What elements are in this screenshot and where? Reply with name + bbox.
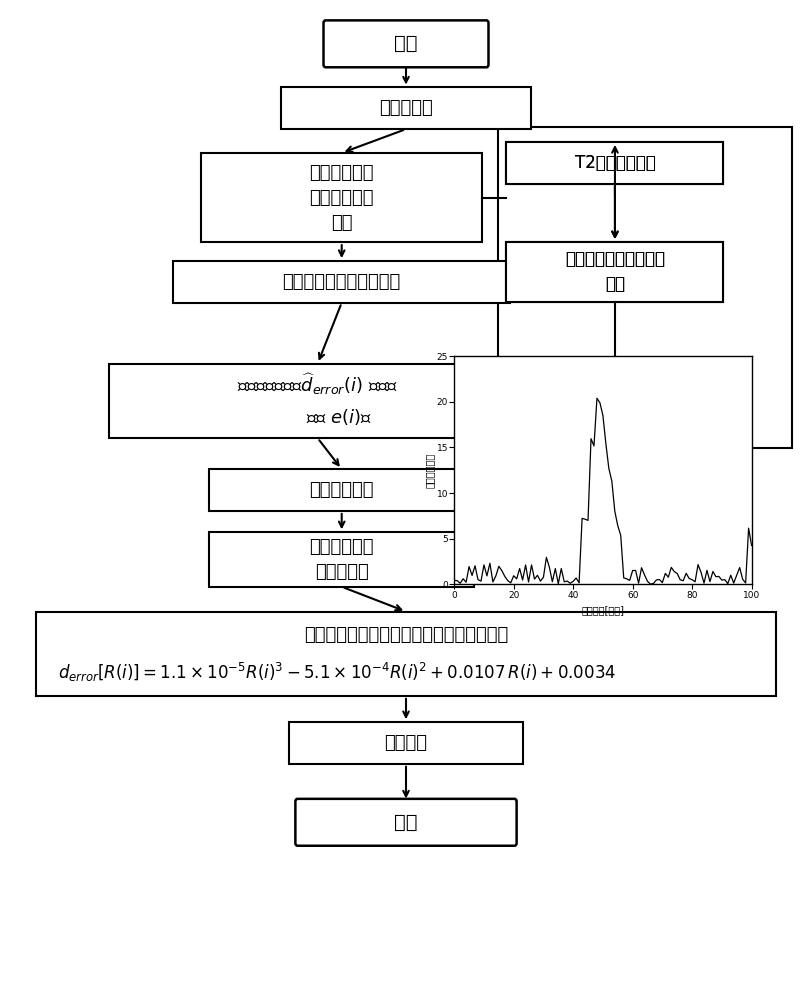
Bar bbox=[281, 87, 530, 129]
Bar bbox=[506, 242, 723, 302]
Bar bbox=[506, 142, 723, 184]
Text: 获得原始数据并计算距
离值: 获得原始数据并计算距 离值 bbox=[564, 250, 664, 293]
Text: 开始: 开始 bbox=[394, 34, 417, 53]
Text: 获得原始数据并计算距
离值: 获得原始数据并计算距 离值 bbox=[564, 250, 664, 293]
Bar bbox=[201, 153, 482, 242]
FancyBboxPatch shape bbox=[295, 799, 516, 846]
Text: 比特流生成: 比特流生成 bbox=[379, 99, 432, 117]
Bar bbox=[173, 261, 510, 303]
Text: 引入残差调整
后的权重值: 引入残差调整 后的权重值 bbox=[309, 538, 374, 581]
Text: T2模式实验测量: T2模式实验测量 bbox=[574, 154, 654, 172]
Bar bbox=[109, 364, 526, 438]
Text: 计算杠杆数值: 计算杠杆数值 bbox=[309, 481, 374, 499]
Text: 参考码型矫正
的光子计数值
确定: 参考码型矫正 的光子计数值 确定 bbox=[309, 164, 374, 232]
Text: 矫正的光子计数比例确定: 矫正的光子计数比例确定 bbox=[282, 273, 401, 291]
Bar bbox=[289, 722, 522, 764]
Text: 引入权重后的最小二乘法估计误差补偿方程: 引入权重后的最小二乘法估计误差补偿方程 bbox=[303, 626, 508, 644]
Text: $d_{error}[R(i)]=1.1\times10^{-5}R(i)^3-5.1\times10^{-4}R(i)^2+0.0107\,R(i)+0.00: $d_{error}[R(i)]=1.1\times10^{-5}R(i)^3-… bbox=[58, 661, 616, 684]
Text: 结束: 结束 bbox=[394, 813, 417, 832]
Bar bbox=[209, 469, 474, 511]
Bar bbox=[209, 532, 474, 587]
Text: 残差 $e(i)$。: 残差 $e(i)$。 bbox=[305, 407, 371, 427]
FancyBboxPatch shape bbox=[323, 20, 488, 67]
Bar bbox=[506, 242, 723, 302]
Bar bbox=[506, 142, 723, 184]
Bar bbox=[36, 612, 775, 696]
Text: 距离补偿: 距离补偿 bbox=[384, 734, 427, 752]
Text: 最小二乘法估计$\widehat{d}_{error}(i)$ 并计算: 最小二乘法估计$\widehat{d}_{error}(i)$ 并计算 bbox=[237, 372, 397, 397]
Bar bbox=[498, 127, 791, 448]
Text: T2模式实验测量: T2模式实验测量 bbox=[574, 154, 654, 172]
